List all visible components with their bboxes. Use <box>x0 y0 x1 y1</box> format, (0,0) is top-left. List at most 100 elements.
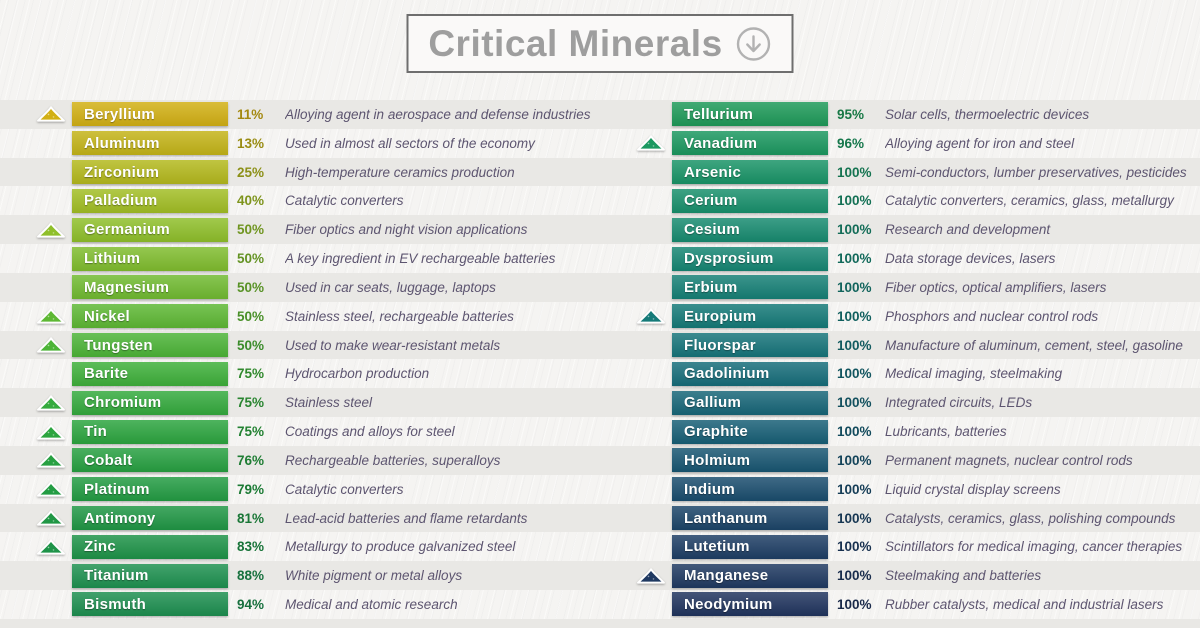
mineral-bar: Gallium <box>672 390 828 415</box>
usage-description: Used in almost all sectors of the econom… <box>285 135 535 151</box>
mineral-bar: Manganese <box>672 563 828 588</box>
usage-description: Alloying agent for iron and steel <box>885 135 1075 151</box>
percent-value: 76% <box>237 452 265 468</box>
row-band: Antimony 81% Lead-acid batteries and flame… <box>0 503 1200 533</box>
mineral-bar: Arsenic <box>672 160 828 185</box>
mineral-row: Lithium 50% A key ingredient in EV recharg… <box>0 244 600 273</box>
usage-description: Fiber optics and night vision applicatio… <box>285 222 528 238</box>
icon-slot <box>600 306 672 326</box>
circle-down-arrow-icon <box>736 26 772 62</box>
usage-description: Stainless steel, rechargeable batteries <box>285 308 514 324</box>
mineral-name: Lutetium <box>684 538 750 556</box>
mineral-row: Lutetium 100% Scintillators for medical im… <box>600 532 1200 561</box>
usage-description: Scintillators for medical imaging, cance… <box>885 539 1183 555</box>
usage-description: Used in car seats, luggage, laptops <box>285 279 496 295</box>
mineral-name: Tin <box>84 423 108 441</box>
mineral-bar: Germanium <box>72 217 228 242</box>
mineral-bar: Cobalt <box>72 448 228 473</box>
mineral-name: Germanium <box>84 221 171 239</box>
percent-value: 75% <box>237 366 265 382</box>
mineral-row: Titanium 88% White pigment or metal alloys <box>0 561 600 590</box>
mineral-bar: Lanthanum <box>672 506 828 530</box>
mineral-bar: Chromium <box>72 390 228 415</box>
mineral-row: Germanium 50% Fiber optics and night visio… <box>0 215 600 244</box>
percent-value: 83% <box>237 539 265 555</box>
ore-pile-icon <box>637 567 665 584</box>
row-band: Zinc 83% Metallurgy to produce galvanized … <box>0 532 1200 561</box>
percent-value: 100% <box>837 424 872 440</box>
usage-description: White pigment or metal alloys <box>285 568 463 584</box>
mineral-row: Vanadium 96% Alloying agent for iron and s… <box>600 129 1200 158</box>
usage-description: A key ingredient in EV rechargeable batt… <box>285 251 556 267</box>
mineral-name: Holmium <box>684 451 751 469</box>
percent-value: 100% <box>837 337 872 353</box>
page-title: Critical Minerals <box>428 22 723 64</box>
icon-slot <box>0 335 72 355</box>
mineral-bar: Zirconium <box>72 160 228 185</box>
mineral-bar: Magnesium <box>72 275 228 300</box>
icon-slot <box>0 104 72 124</box>
mineral-row: Arsenic 100% Semi-conductors, lumber prese… <box>600 158 1200 187</box>
percent-value: 100% <box>837 251 872 267</box>
mineral-name: Tellurium <box>684 105 754 123</box>
row-band: Beryllium 11% Alloying agent in aerospace … <box>0 100 1200 129</box>
icon-slot <box>0 422 72 442</box>
percent-value: 40% <box>237 193 265 209</box>
icon-slot <box>600 566 672 586</box>
mineral-bar: Indium <box>672 477 828 502</box>
percent-value: 88% <box>237 568 265 584</box>
percent-value: 100% <box>837 222 872 238</box>
mineral-name: Barite <box>84 365 129 383</box>
ore-pile-icon <box>37 308 65 324</box>
mineral-name: Chromium <box>84 394 162 412</box>
mineral-bar: Holmium <box>672 448 828 473</box>
percent-value: 95% <box>837 106 865 122</box>
mineral-bar: Cerium <box>672 188 828 213</box>
usage-description: Catalytic converters, ceramics, glass, m… <box>885 193 1174 209</box>
ore-pile-icon <box>37 106 65 123</box>
mineral-bar: Palladium <box>72 188 228 213</box>
mineral-name: Magnesium <box>84 278 170 296</box>
row-band: Nickel 50% Stainless steel, rechargeable b… <box>0 302 1200 331</box>
usage-description: Semi-conductors, lumber preservatives, p… <box>885 164 1187 180</box>
mineral-row: Manganese 100% Steelmaking and batteries <box>600 561 1200 590</box>
mineral-name: Gallium <box>684 394 742 412</box>
percent-value: 75% <box>237 424 265 440</box>
mineral-name: Lithium <box>84 250 141 268</box>
row-band: Palladium 40% Catalytic converters Cerium 10… <box>0 186 1200 215</box>
mineral-row: Indium 100% Liquid crystal display screens <box>600 475 1200 504</box>
percent-value: 100% <box>837 481 872 497</box>
mineral-row: Platinum 79% Catalytic converters <box>0 475 600 504</box>
percent-value: 50% <box>237 251 265 267</box>
mineral-row: Gadolinium 100% Medical imaging, steelmaki… <box>600 359 1200 388</box>
ore-pile-icon <box>37 452 65 469</box>
mineral-row: Aluminum 13% Used in almost all sectors of… <box>0 129 600 158</box>
mineral-bar: Bismuth <box>72 592 228 617</box>
percent-value: 50% <box>237 222 265 238</box>
percent-value: 100% <box>837 510 872 526</box>
mineral-name: Bismuth <box>84 595 147 613</box>
mineral-row: Dysprosium 100% Data storage devices, lase… <box>600 244 1200 273</box>
mineral-row: Fluorspar 100% Manufacture of aluminum, ce… <box>600 331 1200 360</box>
mineral-row: Cerium 100% Catalytic converters, ceramics… <box>600 186 1200 215</box>
usage-description: Lead-acid batteries and flame retardants <box>285 510 528 526</box>
mineral-row: Erbium 100% Fiber optics, optical amplifie… <box>600 273 1200 302</box>
usage-description: Rechargeable batteries, superalloys <box>285 452 501 468</box>
mineral-row: Barite 75% Hydrocarbon production <box>0 359 600 388</box>
row-band: Barite 75% Hydrocarbon production Gadoliniu… <box>0 359 1200 388</box>
ore-pile-icon <box>37 481 65 497</box>
usage-description: Catalysts, ceramics, glass, polishing co… <box>885 510 1176 526</box>
mineral-bar: Titanium <box>72 563 228 588</box>
percent-value: 100% <box>837 366 872 382</box>
usage-description: Research and development <box>885 222 1051 238</box>
mineral-name: Aluminum <box>84 134 160 152</box>
percent-value: 100% <box>837 596 872 612</box>
row-band: Zirconium 25% High-temperature ceramics pr… <box>0 157 1200 187</box>
usage-description: Catalytic converters <box>285 481 404 497</box>
row-band: Lithium 50% A key ingredient in EV recharg… <box>0 244 1200 273</box>
mineral-bar: Gadolinium <box>672 361 828 386</box>
usage-description: Alloying agent in aerospace and defense … <box>285 106 591 122</box>
mineral-name: Zirconium <box>84 163 160 181</box>
ore-pile-icon <box>37 423 65 440</box>
mineral-bar: Tin <box>72 419 228 444</box>
